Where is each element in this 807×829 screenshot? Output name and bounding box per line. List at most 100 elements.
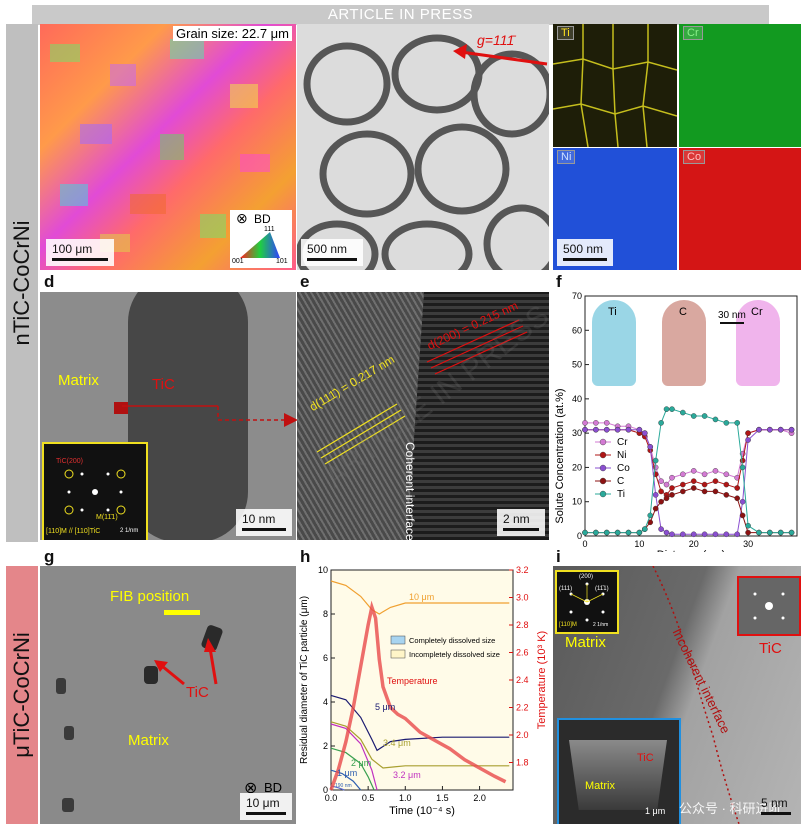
panel-e-image: d(111̄) = 0.217 nm d(200) = 0.215 nm Coh… — [297, 292, 549, 540]
lamella-shape — [569, 740, 667, 810]
f-point-cr — [593, 420, 599, 426]
h-series-line-Temperature — [329, 600, 507, 791]
f-point-ni — [680, 481, 686, 488]
bd-symbol-icon: ⊗ — [236, 210, 248, 226]
h-series-line-3_4-μm — [330, 721, 510, 769]
f-point-c — [739, 512, 746, 519]
article-in-press-banner: ARTICLE IN PRESS — [32, 5, 769, 25]
f-point-ti — [712, 416, 719, 423]
grain-size-label: Grain size: 22.7 μm — [173, 26, 292, 41]
f-point-ti — [658, 420, 664, 426]
h-y2tick-label: 2.8 — [516, 620, 529, 630]
tic-label-g: TiC — [186, 684, 209, 701]
h-ytick-label: 6 — [323, 653, 328, 663]
eds-label-ni: Ni — [557, 150, 576, 164]
h-annotation: 3.4 μm — [383, 738, 411, 748]
ipf-legend: ⊗ BD 111 001 101 — [230, 210, 292, 268]
f-legend-label-co: Co — [617, 463, 630, 474]
h-y2tick-label: 2.6 — [516, 648, 529, 658]
f-point-ti — [723, 420, 730, 426]
fib-position-label: FIB position — [110, 588, 190, 605]
f-point-ti — [663, 406, 670, 412]
h-ytick-label: 0 — [323, 785, 328, 795]
h-y2-axis-label: Temperature (10³ K) — [536, 631, 548, 729]
panel-g-letter: g — [44, 547, 55, 566]
f-point-cr — [669, 474, 675, 481]
f-series-line-ni — [585, 429, 792, 496]
panel-c-eds-ti: Ti — [553, 24, 677, 147]
ipf-111: 111 — [264, 226, 275, 233]
ti-boundaries — [553, 24, 677, 147]
coherent-interface-label: Coherent interface — [403, 442, 417, 540]
panel-b-scale-text: 500 nm — [307, 242, 348, 256]
g-vector-label: g=111̄ — [477, 32, 515, 48]
g-vector-arrow — [453, 44, 548, 66]
wechat-watermark: 公众号 · 科研进阶 — [679, 801, 782, 816]
f-ytick-label: 40 — [572, 394, 582, 404]
f-point-co — [745, 437, 751, 443]
fft-inset-d: TiC(200) M(11̄1) [110]M // [110]TiC 2 1/… — [42, 442, 148, 540]
sidebar-utic: μTiC-CoCrNi — [6, 566, 38, 824]
f-point-c — [723, 492, 730, 498]
bd-symbol-icon-g: ⊗ — [244, 780, 258, 797]
f-point-ti — [669, 406, 675, 412]
panel-c-scale-text: 500 nm — [563, 242, 604, 256]
fft-spots-matrix — [569, 582, 605, 622]
apt-scale-text: 30 nm — [718, 310, 746, 321]
f-point-ti — [745, 522, 751, 529]
f-point-ti — [636, 529, 643, 536]
f-plot-frame — [584, 295, 798, 537]
h-series-line-10-μm — [330, 580, 510, 615]
f-series-line-co — [585, 429, 792, 535]
f-point-c — [712, 488, 719, 495]
tic-label-i: TiC — [759, 640, 782, 657]
f-legend-label-ti: Ti — [617, 489, 625, 500]
f-point-co — [690, 531, 697, 538]
f-point-ti — [582, 529, 588, 536]
panel-i-scale-text: 5 nm — [761, 796, 788, 810]
tic-particle-2 — [144, 666, 158, 684]
fft-i-111: (111) — [559, 586, 573, 592]
f-series-line-c — [585, 487, 792, 534]
f-point-c — [652, 505, 659, 512]
matrix-label: Matrix — [58, 372, 99, 389]
h-y-axis-label: Residual diameter of TiC particle (μm) — [299, 596, 310, 764]
f-point-co — [593, 426, 599, 433]
f-point-co — [658, 526, 664, 532]
f-point-co — [641, 430, 648, 436]
h-xtick-label: 1.5 — [436, 793, 449, 803]
panel-i-image: (200) (111) (11̄1) [110]M 2 1/nm Matrix … — [553, 566, 801, 824]
panel-c-eds-co: Co — [679, 148, 801, 270]
h-ytick-label: 10 — [318, 565, 328, 575]
h-ytick-label: 4 — [323, 697, 328, 707]
bd-label: BD — [254, 212, 271, 226]
panel-f-letter: f — [556, 272, 562, 291]
tic-particle — [128, 292, 248, 540]
cell-structure — [297, 34, 549, 270]
f-xtick-label: 20 — [689, 539, 699, 549]
fib-position-marker — [164, 610, 200, 615]
h-legend-incomplete: Incompletely dissolved size — [409, 650, 500, 659]
tic-arrows — [154, 638, 218, 686]
fft-i-scale: 2 1/nm — [593, 622, 609, 628]
f-point-ti — [603, 529, 610, 536]
h-y2tick-label: 3.2 — [516, 565, 529, 575]
ipf-101: 101 — [276, 258, 288, 265]
h-xtick-label: 0.0 — [325, 793, 338, 803]
f-point-ni — [669, 485, 675, 491]
f-ytick-label: 20 — [572, 462, 582, 472]
f-point-ni — [658, 488, 664, 495]
f-point-ti — [641, 526, 648, 532]
f-point-co — [788, 426, 795, 433]
f-point-co — [625, 426, 632, 433]
f-y-axis-label: Solute Concentration (at.%) — [554, 388, 566, 523]
tic-particle-3 — [56, 678, 66, 694]
lattice-fringe-lines — [316, 319, 528, 465]
fft-spots-tic — [753, 592, 785, 620]
f-point-ti — [701, 413, 708, 419]
f-point-co — [603, 426, 610, 433]
f-point-cr — [582, 420, 588, 426]
f-point-co — [701, 531, 708, 538]
panel-h-chart: 0 2 4 6 8 10 1.8 2.0 2.2 2.4 2.6 2.8 3.0 3.2 0.0 0.5 1.0… — [299, 565, 548, 817]
h-ytick-label: 8 — [323, 609, 328, 619]
